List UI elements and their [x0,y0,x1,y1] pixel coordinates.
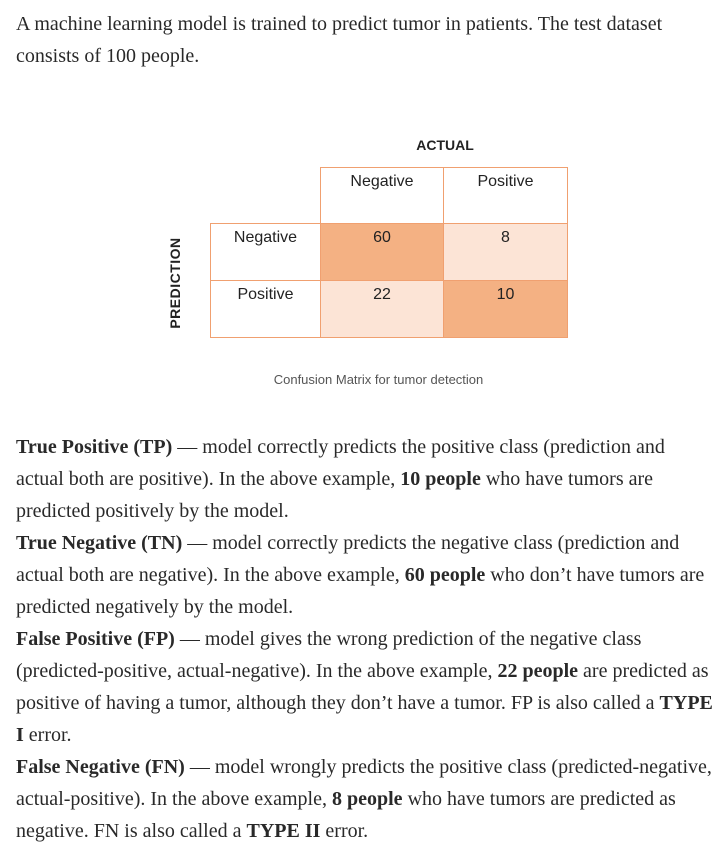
term-tn: True Negative (TN) [16,532,183,554]
definition-tp: True Positive (TP) — model correctly pre… [16,431,716,527]
definition-bold: 10 people [400,468,481,490]
cell-tp: 10 [443,280,568,338]
definition-text: — model correctly predicts the positive … [16,436,665,490]
confusion-matrix-figure: ACTUAL PREDICTION Negative Positive Nega… [0,120,727,400]
definition-text: — model wrongly predicts the positive cl… [16,756,712,810]
definition-text: who don’t have tumors are predicted nega… [16,564,705,618]
definition-bold: TYPE II [246,820,321,842]
row-header-positive: Positive [210,280,321,338]
cell-tn: 60 [320,223,444,281]
term-fn: False Negative (FN) [16,756,185,778]
definition-bold: 8 people [332,788,403,810]
row-header-negative: Negative [210,223,321,281]
definition-text: error. [320,820,369,842]
definitions-block: True Positive (TP) — model correctly pre… [16,431,716,847]
definition-text: who have tumors are predicted as negativ… [16,788,676,842]
definition-text: — model correctly predicts the negative … [16,532,680,586]
definition-bold: 22 people [497,660,579,682]
col-header-negative: Negative [320,167,444,224]
term-tp: True Positive (TP) [16,436,173,458]
term-fp: False Positive (FP) [16,628,175,650]
actual-axis-label: ACTUAL [416,137,474,153]
figure-caption: Confusion Matrix for tumor detection [273,372,484,387]
definition-text: who have tumors are predicted positively… [16,468,654,522]
definition-fn: False Negative (FN) — model wrongly pred… [16,751,716,847]
definition-text: — model gives the wrong prediction of th… [16,628,642,682]
intro-paragraph: A machine learning model is trained to p… [16,13,663,67]
definition-bold: 60 people [404,564,486,586]
definition-text: are predicted as positive of having a tu… [16,660,709,714]
definition-tn: True Negative (TN) — model correctly pre… [16,527,716,623]
cell-fp: 22 [320,280,444,338]
definition-bold: TYPE I [16,692,713,746]
cell-fn: 8 [443,223,568,281]
col-header-positive: Positive [443,167,568,224]
prediction-axis-label: PREDICTION [167,237,183,329]
definition-fp: False Positive (FP) — model gives the wr… [16,623,716,751]
definition-text: error. [23,724,72,746]
